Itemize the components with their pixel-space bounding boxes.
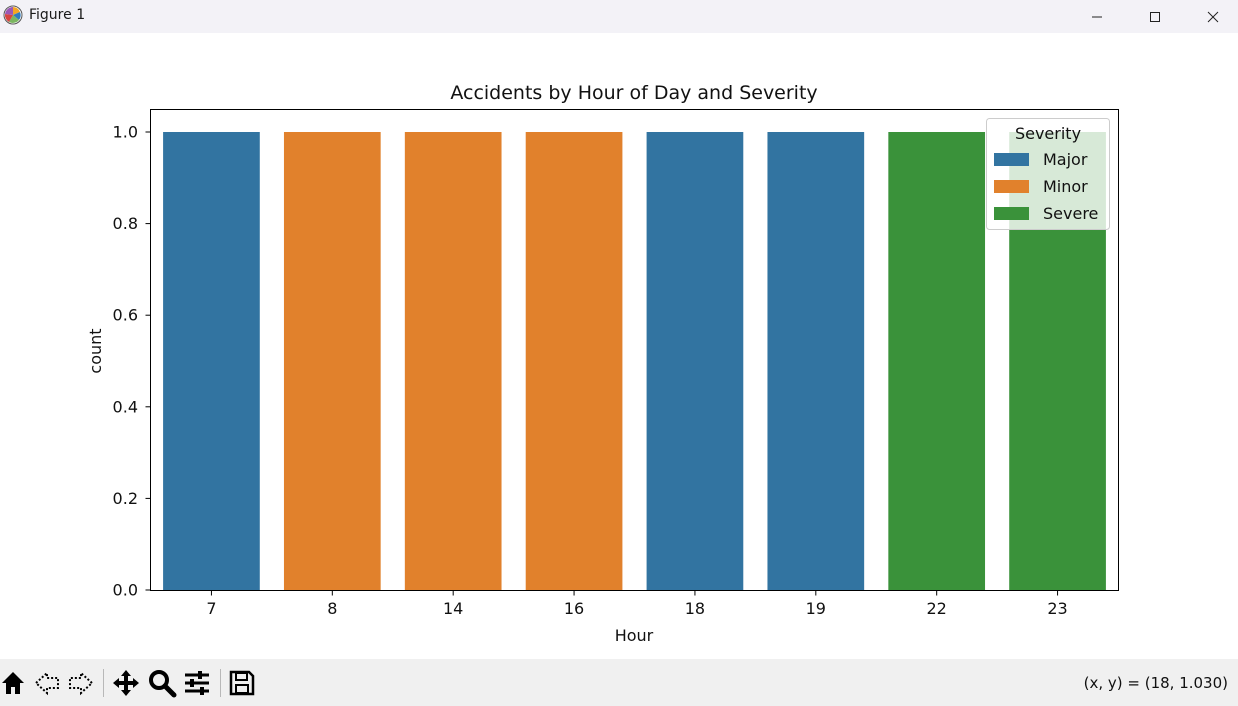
y-axis-label: count <box>86 328 105 373</box>
y-tick-label: 0.4 <box>113 397 138 416</box>
maximize-icon <box>1150 11 1160 22</box>
legend-label-major: Major <box>1043 150 1088 169</box>
chart-title: Accidents by Hour of Day and Severity <box>450 82 817 104</box>
x-tick-label: 18 <box>685 599 705 618</box>
navigation-toolbar: (x, y) = (18, 1.030) <box>0 659 1238 706</box>
x-tick-label: 16 <box>564 599 584 618</box>
title-bar: Figure 1 <box>0 0 1238 33</box>
minimize-icon <box>1092 16 1102 17</box>
bar-hour-22 <box>888 132 986 590</box>
home-button[interactable] <box>0 667 29 699</box>
legend: Severity Major Minor Severe <box>986 118 1110 230</box>
bar-hour-7 <box>163 132 260 590</box>
move-icon <box>113 670 139 696</box>
y-tick-label: 0.6 <box>113 306 138 325</box>
y-axis: 0.0 0.2 0.4 0.6 0.8 1.0 <box>113 123 151 600</box>
home-icon <box>2 672 24 694</box>
legend-swatch-minor <box>994 180 1029 193</box>
x-tick-label: 23 <box>1047 599 1067 618</box>
x-tick-label: 22 <box>927 599 947 618</box>
save-button[interactable] <box>226 667 258 699</box>
maximize-button[interactable] <box>1126 0 1184 33</box>
x-axis-label: Hour <box>615 626 654 645</box>
x-tick-label: 8 <box>327 599 337 618</box>
close-icon <box>1207 11 1219 22</box>
plot-frame <box>150 109 1119 591</box>
bar-hour-8 <box>283 132 381 590</box>
toolbar-separator <box>220 669 221 697</box>
bar-hour-16 <box>525 132 623 590</box>
zoom-button[interactable] <box>146 667 178 699</box>
bar-hour-19 <box>767 132 865 590</box>
bar-hour-18 <box>646 132 744 590</box>
x-tick-label: 14 <box>443 599 463 618</box>
forward-button[interactable] <box>65 667 97 699</box>
close-button[interactable] <box>1184 0 1238 33</box>
bar-chart: Accidents by Hour of Day and Severity 0.… <box>86 82 1119 645</box>
bars-group <box>163 132 1106 590</box>
window-title: Figure 1 <box>29 7 86 23</box>
x-axis: 7 8 14 16 18 19 22 23 <box>206 590 1068 618</box>
cursor-coordinates: (x, y) = (18, 1.030) <box>1083 674 1228 692</box>
matplotlib-logo-icon <box>3 5 23 25</box>
y-tick-label: 0.0 <box>113 581 138 600</box>
bar-hour-14 <box>404 132 502 590</box>
back-button[interactable] <box>31 667 63 699</box>
legend-box <box>986 118 1110 230</box>
legend-entries: Major Minor Severe <box>994 150 1098 223</box>
toolbar-separator <box>103 669 104 697</box>
legend-label-minor: Minor <box>1043 177 1088 196</box>
y-tick-label: 0.8 <box>113 214 138 233</box>
sliders-icon <box>185 671 209 695</box>
legend-label-severe: Severe <box>1043 204 1098 223</box>
y-tick-label: 0.2 <box>113 489 138 508</box>
back-arrow-icon <box>34 670 59 696</box>
legend-swatch-severe <box>994 207 1029 220</box>
x-tick-label: 7 <box>206 599 216 618</box>
floppy-disk-icon <box>229 670 255 696</box>
forward-arrow-icon <box>69 670 94 696</box>
x-tick-label: 19 <box>806 599 826 618</box>
minimize-button[interactable] <box>1068 0 1126 33</box>
configure-subplots-button[interactable] <box>181 667 213 699</box>
legend-title: Severity <box>1015 124 1081 143</box>
y-tick-label: 1.0 <box>113 123 138 142</box>
pan-button[interactable] <box>110 667 142 699</box>
figure-canvas[interactable]: Accidents by Hour of Day and Severity 0.… <box>0 33 1238 659</box>
legend-swatch-major <box>994 153 1029 166</box>
magnifier-icon <box>149 670 177 698</box>
